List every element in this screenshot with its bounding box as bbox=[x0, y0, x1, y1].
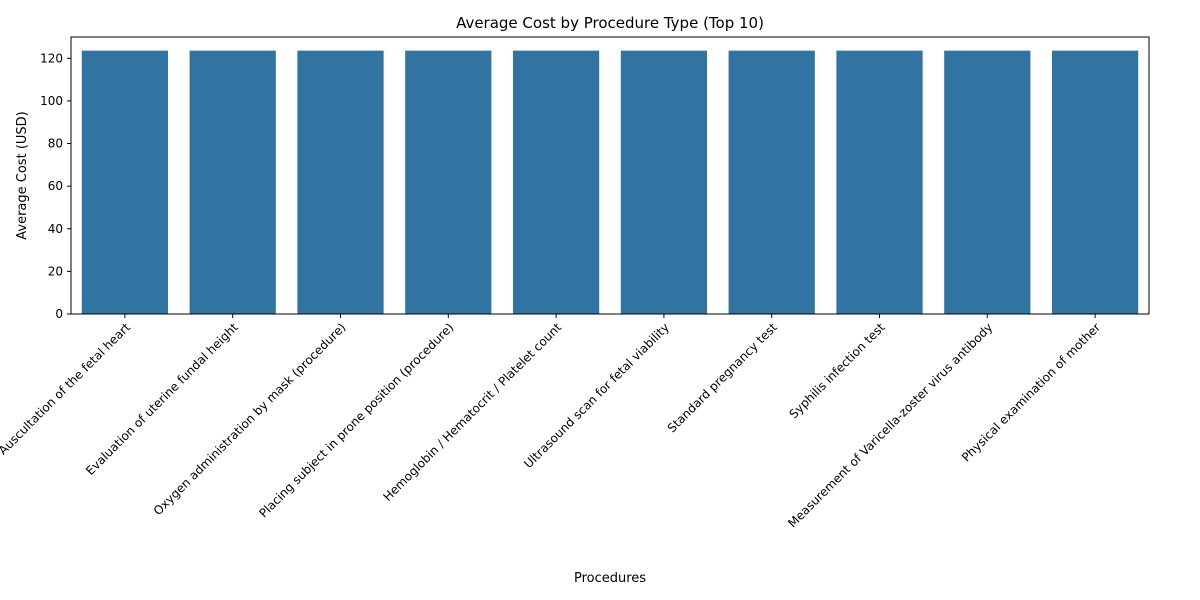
y-axis: 0 20 40 60 80 100 120 bbox=[40, 51, 71, 321]
bar-7 bbox=[728, 50, 815, 314]
y-tick-label: 80 bbox=[48, 137, 63, 151]
x-tick-label: Measurement of Varicella-zoster virus an… bbox=[785, 320, 995, 530]
x-tick-label: Hemoglobin / Hematocrit / Platelet count bbox=[381, 320, 565, 504]
bar-6 bbox=[620, 50, 708, 314]
x-tick-label: Placing subject in prone position (proce… bbox=[256, 320, 456, 520]
bar-3 bbox=[297, 50, 384, 314]
bar-1 bbox=[81, 50, 169, 314]
y-tick-label: 20 bbox=[48, 264, 63, 278]
y-tick-label: 100 bbox=[40, 94, 63, 108]
x-tick-label: Oxygen administration by mask (procedure… bbox=[151, 320, 349, 518]
bar-4 bbox=[405, 50, 492, 314]
y-tick-label: 120 bbox=[40, 51, 63, 65]
x-axis-label: Procedures bbox=[574, 571, 646, 586]
bars-group bbox=[81, 50, 1139, 314]
bar-8 bbox=[836, 50, 923, 314]
chart-title: Average Cost by Procedure Type (Top 10) bbox=[456, 14, 764, 32]
x-axis: Auscultation of the fetal heartEvaluatio… bbox=[0, 314, 1103, 530]
plot-frame bbox=[70, 36, 1150, 315]
y-tick-label: 60 bbox=[48, 179, 63, 193]
bar-9 bbox=[944, 50, 1031, 314]
y-axis-label: Average Cost (USD) bbox=[15, 111, 30, 239]
x-tick-label: Syphilis infection test bbox=[787, 320, 888, 421]
bar-2 bbox=[189, 50, 276, 314]
x-tick-label: Standard pregnancy test bbox=[665, 320, 780, 435]
y-tick-label: 40 bbox=[48, 222, 63, 236]
bar-5 bbox=[512, 50, 600, 314]
y-tick-label: 0 bbox=[55, 307, 63, 321]
bar-10 bbox=[1051, 50, 1139, 314]
